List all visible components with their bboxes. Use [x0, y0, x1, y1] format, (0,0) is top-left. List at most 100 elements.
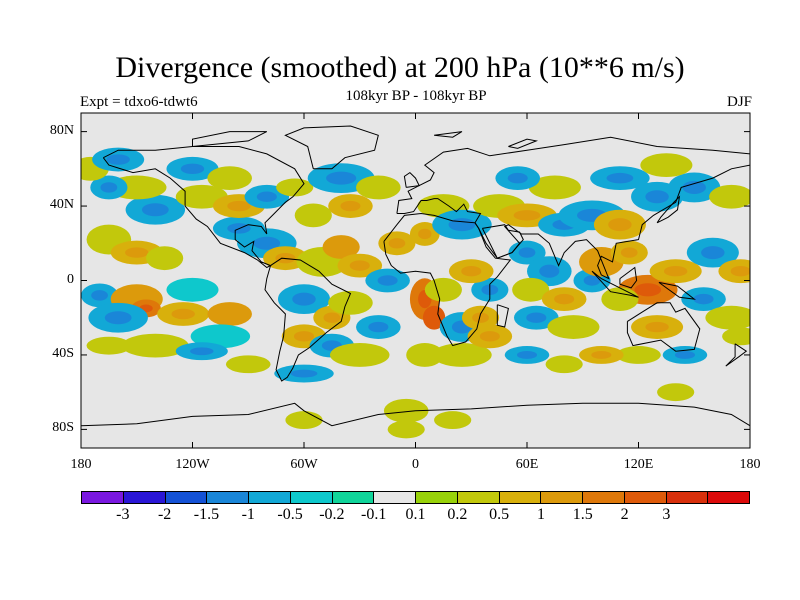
colorbar-swatch — [207, 492, 249, 503]
field-core — [554, 293, 575, 305]
colorbar-label: -2 — [157, 506, 172, 523]
field-core — [377, 275, 398, 286]
coastline — [508, 138, 539, 149]
colorbar-label: -1 — [241, 506, 255, 523]
colorbar-swatch — [249, 492, 291, 503]
field-patch — [432, 343, 492, 367]
coastline — [192, 131, 268, 147]
field-core — [125, 247, 149, 258]
coastline — [81, 402, 750, 427]
field-core — [349, 260, 370, 271]
lon-label: 120W — [175, 457, 210, 472]
field-core — [292, 292, 316, 306]
field-core — [253, 236, 281, 250]
colorbar-swatch — [123, 492, 166, 503]
plot-subtitle: 108kyr BP - 108kyr BP — [345, 88, 487, 104]
field-core — [539, 264, 560, 278]
field-patch — [207, 166, 252, 191]
field-patch — [86, 336, 132, 355]
field-core — [674, 351, 695, 359]
coastline — [619, 266, 638, 289]
field-patch — [276, 178, 314, 197]
field-core — [526, 312, 547, 323]
colorbar-label: -3 — [116, 506, 130, 523]
field-core — [663, 265, 688, 277]
coastline — [626, 302, 701, 352]
coastline — [725, 343, 748, 367]
field-patch — [528, 175, 581, 200]
field-core — [368, 321, 389, 333]
field-patch — [121, 333, 189, 358]
colorbar-swatch — [416, 492, 458, 503]
field-core — [171, 308, 195, 320]
field-patch — [225, 355, 271, 374]
coastline — [403, 171, 420, 188]
field-patch — [406, 343, 444, 367]
coastline — [591, 270, 639, 298]
field-patch — [547, 315, 600, 339]
colorbar-label: -0.1 — [361, 506, 387, 523]
field-patch — [383, 398, 429, 423]
field-core — [608, 218, 632, 232]
field-core — [620, 247, 638, 258]
field-patch — [640, 153, 693, 178]
field-patch — [356, 175, 401, 200]
field-core — [591, 351, 612, 359]
colorbar-label: 0.1 — [405, 506, 426, 523]
coastlines — [81, 125, 750, 427]
coastline — [656, 195, 681, 224]
field-core — [693, 293, 714, 305]
colorbar-label: -0.2 — [319, 506, 345, 523]
lat-label: 80N — [49, 122, 74, 138]
field-core — [513, 210, 541, 221]
field-patch — [285, 411, 323, 430]
field-core — [507, 172, 528, 184]
colorbar-swatch — [541, 492, 583, 503]
colorbar-swatch — [332, 492, 375, 503]
colorbar-label: 0.2 — [447, 506, 468, 523]
field-core — [518, 247, 536, 258]
experiment-label: Expt = tdxo6-tdwt6 — [80, 94, 198, 110]
colorbar-swatch — [499, 492, 542, 503]
lon-label: 180 — [739, 457, 761, 472]
colorbar-swatch — [583, 492, 625, 503]
field-core — [418, 228, 432, 240]
field-core — [106, 154, 130, 165]
field-patch — [424, 277, 462, 302]
field-patch — [434, 411, 472, 430]
field-core — [479, 331, 500, 342]
coastline — [434, 131, 463, 138]
field-core — [606, 172, 634, 184]
lat-label: 0 — [67, 271, 74, 287]
field-core — [326, 171, 357, 185]
colorbar-label: 1.5 — [572, 506, 593, 523]
field-core — [256, 191, 277, 202]
colorbar-swatch — [374, 492, 416, 503]
lon-label: 60E — [515, 457, 539, 472]
field-core — [701, 246, 725, 260]
coastline — [383, 212, 512, 347]
plot-title: Divergence (smoothed) at 200 hPa (10**6 … — [115, 51, 685, 84]
field-patch — [616, 346, 661, 364]
field-core — [516, 351, 538, 359]
colorbar-swatch — [624, 492, 667, 503]
lat-label: 80S — [52, 420, 74, 436]
lon-label: 180 — [70, 457, 92, 472]
colorbar — [81, 491, 750, 504]
field-core — [645, 321, 669, 333]
colorbar-label: 2 — [620, 506, 629, 523]
field-core — [323, 312, 341, 323]
field-core — [340, 200, 361, 212]
colorbar-swatch — [290, 492, 333, 503]
field-core — [293, 331, 315, 342]
field-patch — [322, 235, 360, 259]
field-patch — [512, 277, 550, 302]
field-patch — [657, 383, 695, 402]
coastline — [396, 136, 750, 280]
field-patch — [709, 184, 750, 209]
lon-label: 0 — [412, 457, 419, 472]
field-core — [141, 203, 169, 217]
colorbar-swatch — [165, 492, 208, 503]
field-patch — [722, 327, 750, 346]
colorbar-swatch — [82, 492, 124, 503]
